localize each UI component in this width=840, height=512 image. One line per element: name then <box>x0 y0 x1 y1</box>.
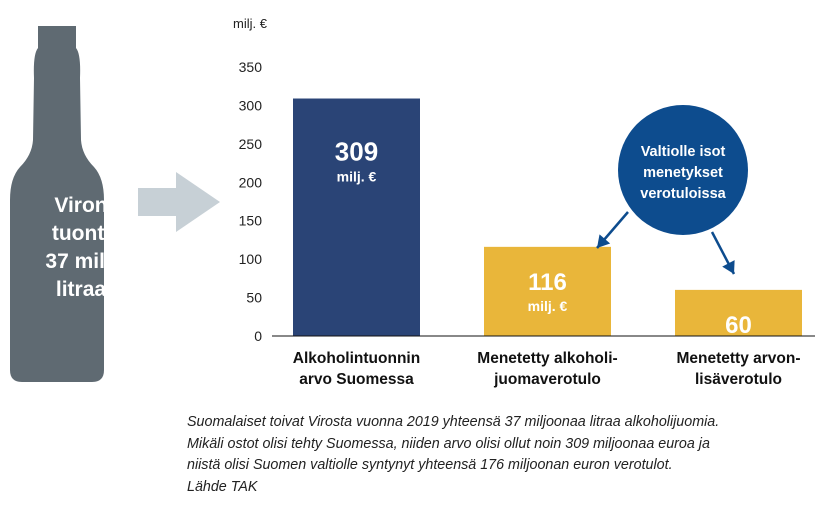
bottle-shape <box>10 26 104 382</box>
y-tick-label: 50 <box>246 290 262 306</box>
bottle-line-3: 37 milj. <box>45 250 117 273</box>
x-tick-label: Menetetty arvon- <box>676 350 800 367</box>
bottle-icon <box>10 26 104 382</box>
callout-circle <box>618 105 748 235</box>
y-tick-label: 200 <box>239 174 263 190</box>
x-tick-label: Alkoholintuonnin <box>293 350 420 367</box>
bar-value-label: 309 <box>335 137 378 167</box>
x-tick-label: arvo Suomessa <box>299 371 414 388</box>
caption: Suomalaiset toivat Virosta vuonna 2019 y… <box>187 412 832 498</box>
y-tick-label: 100 <box>239 251 263 267</box>
x-labels: Alkoholintuonnin arvo Suomessa Menetetty a… <box>293 350 801 388</box>
bar-chart: milj. € 0 50 100 150 200 250 300 350 309 milj. €… <box>233 16 815 388</box>
right-arrow-icon <box>138 172 220 232</box>
callout: Valtiolle isot menetykset verotuloissa <box>596 105 748 275</box>
callout-text: verotuloissa <box>640 186 726 202</box>
x-tick-label: lisäverotulo <box>695 371 782 388</box>
bar-unit-label: milj. € <box>528 298 568 314</box>
bar-value-label: 60 <box>725 312 752 339</box>
callout-arrowhead <box>597 234 611 248</box>
y-tick-label: 150 <box>239 213 263 229</box>
caption-line-3: niistä olisi Suomen valtiolle syntynyt y… <box>187 457 673 473</box>
bar-unit-label: milj. € <box>337 169 377 185</box>
x-tick-label: Menetetty alkoholi- <box>477 350 617 367</box>
caption-line-1: Suomalaiset toivat Virosta vuonna 2019 y… <box>187 414 720 430</box>
unit-label: milj. € <box>233 16 268 31</box>
callout-text: Valtiolle isot <box>641 144 726 160</box>
bar-unit-label: milj. € <box>719 341 759 357</box>
callout-text: menetykset <box>643 165 723 181</box>
y-tick-label: 250 <box>239 136 263 152</box>
y-axis: 0 50 100 150 200 250 300 350 <box>239 59 263 344</box>
y-tick-label: 0 <box>254 328 262 344</box>
bottle-line-4: litraa <box>55 278 107 301</box>
callout-arrowhead <box>722 260 735 274</box>
bottle-line-1: Viron <box>54 194 108 217</box>
bars: 309 milj. € 116 milj. € 60 milj. € <box>293 98 802 357</box>
y-tick-label: 300 <box>239 97 263 113</box>
bar <box>675 289 802 336</box>
bar <box>484 246 611 336</box>
bottle-line-2: tuonti <box>51 222 111 245</box>
caption-line-source: Lähde TAK <box>187 478 258 495</box>
y-tick-label: 350 <box>239 59 263 75</box>
caption-line-2: Mikäli ostot olisi tehty Suomessa, niide… <box>187 435 710 452</box>
x-tick-label: juomaverotulo <box>493 371 601 388</box>
bar-value-label: 116 <box>528 269 567 296</box>
bar <box>293 98 420 336</box>
